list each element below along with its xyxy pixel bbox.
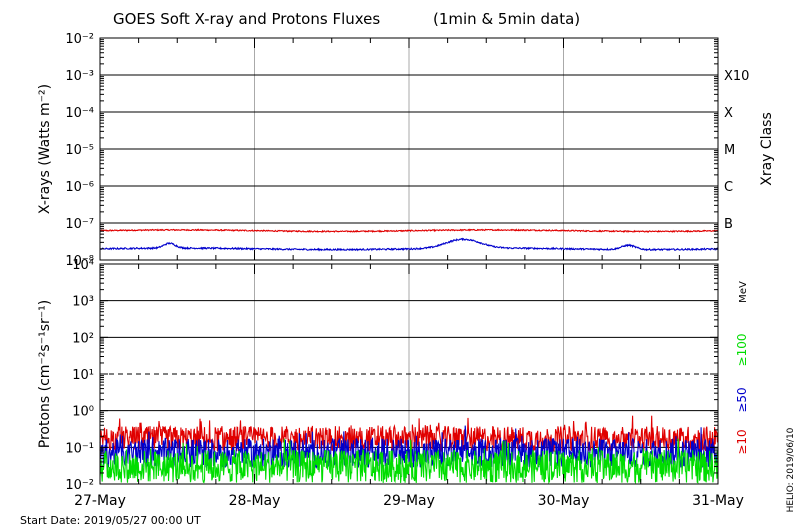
x-tick-label: 31-May <box>692 493 744 509</box>
xray-y-axis-label: X-rays (Watts m⁻²) <box>37 84 53 214</box>
proton-legend-entry: ≥100 <box>735 334 749 367</box>
start-date-label: Start Date: 2019/05/27 00:00 UT <box>20 514 201 527</box>
proton-y-axis-label: Protons (cm⁻²s⁻¹sr⁻¹) <box>37 300 53 449</box>
y-tick-label: 10⁻² <box>65 32 94 47</box>
y-tick-label: 10⁻⁶ <box>65 180 94 195</box>
xray-series-line <box>99 237 719 252</box>
proton-legend: ≥10 ≥50 ≥100 <box>735 334 749 455</box>
chart-title-suffix: (1min & 5min data) <box>433 10 580 28</box>
xray-class-label: X10 <box>724 69 749 84</box>
xray-y-ticks: 10⁻⁸ 10⁻⁷ 10⁻⁶ 10⁻⁵ 10⁻⁴ 10⁻³ 10⁻² <box>65 32 718 269</box>
x-tick-label: 30-May <box>538 493 590 509</box>
y-tick-label: 10³ <box>72 295 94 310</box>
proton-y-ticks: 10⁻² 10⁻¹ 10⁰ 10¹ 10² 10³ 10⁴ <box>65 258 718 493</box>
y-tick-label: 10⁻⁷ <box>65 217 94 232</box>
x-axis-tick-labels: 27-May 28-May 29-May 30-May 31-May <box>74 493 744 509</box>
xray-series-line <box>99 228 719 233</box>
y-tick-label: 10⁻⁵ <box>65 143 94 158</box>
xray-horizontal-grid <box>100 74 718 224</box>
chart-title: GOES Soft X-ray and Protons Fluxes <box>113 10 380 28</box>
y-tick-label: 10⁴ <box>72 258 94 273</box>
xray-class-label: X <box>724 106 733 121</box>
proton-panel: 10⁻² 10⁻¹ 10⁰ 10¹ 10² 10³ 10⁴ Protons (cm⁻²s⁻¹… <box>37 258 749 493</box>
proton-x-ticks <box>99 264 719 484</box>
proton-series-line <box>99 438 719 485</box>
xray-class-labels: B C M X X10 <box>724 69 749 232</box>
proton-series-group <box>99 415 719 485</box>
xray-series-group <box>99 228 719 252</box>
proton-unit-label: MeV <box>738 281 749 303</box>
xray-class-axis-label: Xray Class <box>759 112 775 186</box>
xray-class-label: M <box>724 143 735 158</box>
y-tick-label: 10⁻⁸ <box>65 254 94 269</box>
y-tick-label: 10⁻³ <box>65 69 94 84</box>
y-tick-label: 10⁰ <box>72 405 94 420</box>
proton-legend-entry: ≥50 <box>735 387 749 412</box>
x-tick-label: 28-May <box>229 493 281 509</box>
y-tick-label: 10² <box>72 331 94 346</box>
y-tick-label: 10¹ <box>72 368 94 383</box>
y-tick-label: 10⁻² <box>65 478 94 493</box>
xray-panel: 10⁻⁸ 10⁻⁷ 10⁻⁶ 10⁻⁵ 10⁻⁴ 10⁻³ 10⁻² B C M X X10 X-r… <box>37 32 775 269</box>
y-tick-label: 10⁻¹ <box>65 441 94 456</box>
x-tick-label: 27-May <box>74 493 126 509</box>
xray-class-label: B <box>724 217 733 232</box>
credit-label: HELIO: 2019/06/10 <box>786 427 796 512</box>
proton-legend-entry: ≥10 <box>735 429 749 454</box>
x-tick-label: 29-May <box>383 493 435 509</box>
y-tick-label: 10⁻⁴ <box>65 106 94 121</box>
xray-x-ticks <box>99 38 719 260</box>
xray-class-label: C <box>724 180 733 195</box>
